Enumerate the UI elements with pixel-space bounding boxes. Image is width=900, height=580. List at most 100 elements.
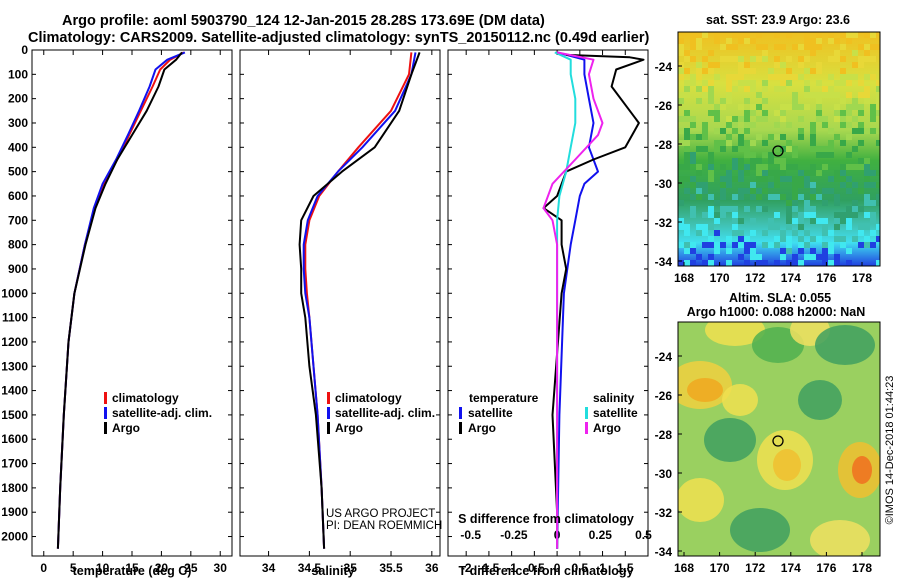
sst-pixel	[750, 56, 756, 62]
sst-pixel	[810, 164, 816, 170]
sst-pixel	[852, 98, 858, 104]
sst-pixel	[726, 182, 732, 188]
sst-pixel	[684, 158, 690, 164]
sst-pixel	[678, 224, 684, 230]
sst-pixel	[750, 182, 756, 188]
sst-pixel	[702, 134, 708, 140]
map-lon-label: 176	[816, 561, 836, 575]
sst-pixel	[792, 200, 798, 206]
x-tick-label: 15	[125, 561, 139, 575]
sst-pixel	[744, 38, 750, 44]
sst-pixel	[756, 92, 762, 98]
sst-pixel	[798, 182, 804, 188]
sst-pixel	[780, 170, 786, 176]
x-tick-label: 1.5	[617, 561, 634, 575]
sst-pixel	[684, 242, 690, 248]
sst-pixel	[678, 44, 684, 50]
sst-pixel	[774, 170, 780, 176]
sst-pixel	[780, 110, 786, 116]
sst-pixel	[780, 134, 786, 140]
sst-pixel	[714, 248, 720, 254]
sst-pixel	[684, 116, 690, 122]
legend-climatology-label: climatology	[112, 391, 179, 405]
sst-pixel	[726, 260, 732, 266]
sst-pixel	[870, 110, 876, 116]
sst-pixel	[780, 158, 786, 164]
sst-pixel	[876, 98, 880, 104]
sst-pixel	[786, 68, 792, 74]
sst-pixel	[816, 44, 822, 50]
sst-pixel	[798, 44, 804, 50]
sst-pixel	[702, 188, 708, 194]
legend-t-argo-swatch	[459, 422, 462, 434]
legend-satellite-swatch	[327, 407, 330, 419]
sst-pixel	[810, 92, 816, 98]
sst-pixel	[684, 164, 690, 170]
sst-pixel	[744, 146, 750, 152]
sst-pixel	[870, 56, 876, 62]
sst-pixel	[828, 152, 834, 158]
sst-pixel	[738, 56, 744, 62]
sst-pixel	[876, 104, 880, 110]
sst-pixel	[858, 62, 864, 68]
sst-pixel	[702, 146, 708, 152]
sst-pixel	[876, 92, 880, 98]
sst-pixel	[822, 260, 828, 266]
sst-pixel	[786, 122, 792, 128]
sst-pixel	[840, 80, 846, 86]
depth-tick-label: 100	[8, 67, 28, 81]
sst-pixel	[840, 236, 846, 242]
sst-pixel	[768, 134, 774, 140]
sst-pixel	[810, 134, 816, 140]
sst-pixel	[684, 68, 690, 74]
sst-pixel	[702, 224, 708, 230]
sst-pixel	[780, 194, 786, 200]
sst-pixel	[714, 74, 720, 80]
sst-pixel	[792, 104, 798, 110]
credit-timestamp: ©IMOS 14-Dec-2018 01:44:23	[884, 376, 896, 525]
sla-map-title2: Argo h1000: 0.088 h2000: NaN	[687, 305, 866, 319]
sst-pixel	[774, 176, 780, 182]
sst-pixel	[798, 62, 804, 68]
sst-pixel	[756, 32, 762, 38]
sst-pixel	[690, 182, 696, 188]
salinity-panel-frame	[239, 49, 441, 557]
sla-eddy	[730, 508, 790, 552]
sst-pixel	[714, 230, 720, 236]
depth-tick-label: 1900	[1, 505, 28, 519]
sst-pixel	[738, 32, 744, 38]
salinity-axis-label: salinity	[311, 564, 354, 578]
sst-pixel	[744, 188, 750, 194]
sst-pixel	[792, 230, 798, 236]
sst-pixel	[732, 212, 738, 218]
sst-pixel	[840, 56, 846, 62]
sst-pixel	[762, 206, 768, 212]
depth-tick-label: 1300	[1, 359, 28, 373]
sst-pixel	[768, 218, 774, 224]
series-line-satellite-adj-clim-	[302, 52, 417, 549]
sst-pixel	[864, 164, 870, 170]
sst-pixel	[810, 194, 816, 200]
sst-pixel	[876, 170, 880, 176]
sst-pixel	[804, 86, 810, 92]
sst-pixel	[786, 104, 792, 110]
map-lat-label: -32	[655, 216, 673, 230]
sst-pixel	[762, 242, 768, 248]
sst-pixel	[810, 218, 816, 224]
sst-pixel	[798, 134, 804, 140]
sst-pixel	[762, 44, 768, 50]
sst-pixel	[744, 170, 750, 176]
sst-pixel	[684, 230, 690, 236]
sst-pixel	[756, 194, 762, 200]
sla-eddies	[678, 322, 880, 556]
sst-pixel	[876, 236, 880, 242]
sst-pixel	[804, 170, 810, 176]
sst-pixel	[756, 170, 762, 176]
sst-pixel	[840, 182, 846, 188]
sst-pixel	[864, 32, 870, 38]
sst-pixel	[738, 104, 744, 110]
sst-pixel	[768, 194, 774, 200]
sst-pixel	[828, 248, 834, 254]
sst-pixel	[798, 224, 804, 230]
sst-pixel	[846, 260, 852, 266]
